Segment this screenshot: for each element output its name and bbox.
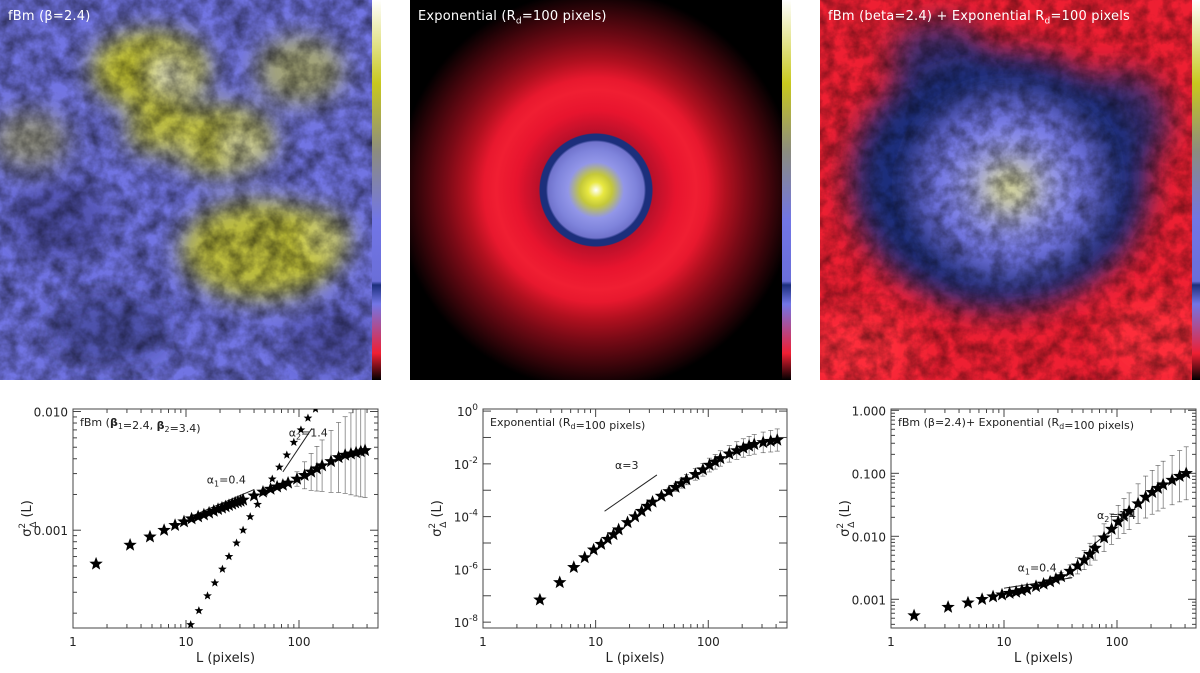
loglog-plot-1: 1 10 100 0.001 0.010 L (pixels) σ2Δ (L) fBm (β1…: [18, 398, 379, 666]
fbm-texture: [0, 0, 372, 380]
fbm-colorbar: [372, 0, 381, 380]
x-tick-label: 100: [1106, 635, 1129, 649]
data-point-star: [941, 600, 955, 613]
slope-guide-line: [282, 428, 313, 473]
plot-data-area: [907, 446, 1193, 622]
map-panel-fbm: fBm (β=2.4): [0, 0, 381, 380]
slope-guide-label: α2=1.4: [289, 426, 328, 441]
series-1: [907, 446, 1193, 622]
data-point-star: [275, 462, 284, 471]
x-axis-label: L (pixels): [196, 651, 255, 666]
y-tick-label: 0.100: [852, 467, 886, 481]
structure-function-plots: 1 10 100 0.001 0.010 L (pixels) σ2Δ (L) fBm (β1…: [18, 398, 1197, 666]
x-tick-label: 100: [697, 635, 720, 649]
y-tick-label: 10-8: [454, 614, 479, 630]
y-tick-label: 100: [457, 403, 478, 419]
data-point-star: [303, 413, 313, 422]
exponential-colorbar: [782, 0, 791, 380]
plot-frame: [890, 408, 1197, 629]
plot-data-area: [89, 398, 372, 628]
data-point-star: [533, 592, 547, 606]
y-tick-label: 1.000: [852, 404, 886, 418]
combined-map-title: fBm (beta=2.4) + Exponential Rd=100 pixe…: [828, 9, 1131, 27]
data-point-star: [194, 606, 204, 615]
data-point-star: [203, 591, 212, 600]
fbm-map-image: fBm (β=2.4): [0, 0, 372, 380]
data-point-star: [186, 620, 196, 628]
x-tick-label: 10: [996, 635, 1011, 649]
data-point-star: [210, 578, 220, 587]
x-tick-label: 10: [588, 635, 603, 649]
y-axis-label: σ2Δ (L): [428, 500, 449, 537]
plot-annotation: Exponential (Rd=100 pixels): [490, 416, 645, 432]
data-point-star: [567, 560, 581, 573]
data-point-star: [143, 529, 157, 543]
plot-frame: [72, 408, 379, 629]
combined-map-image: fBm (beta=2.4) + Exponential Rd=100 pixe…: [820, 0, 1192, 380]
data-point-star: [157, 523, 171, 536]
x-tick-label: 10: [178, 635, 193, 649]
loglog-plot-3: 1 10 100 0.001 0.010 0.100 1.000 L (pixels) σ2Δ …: [836, 404, 1197, 666]
data-point-star: [238, 525, 248, 534]
y-tick-label: 0.001: [852, 593, 886, 607]
data-point-star: [553, 575, 567, 589]
series-1: [533, 428, 784, 606]
combined-colorbar: [1192, 0, 1200, 380]
x-axis-label: L (pixels): [605, 651, 664, 666]
data-point-star: [318, 398, 327, 406]
x-tick-label: 1: [69, 635, 77, 649]
data-point-star: [89, 556, 103, 570]
fbm-map-title: fBm (β=2.4): [8, 9, 91, 24]
data-point-star: [907, 608, 921, 622]
combined-texture: [820, 0, 1192, 380]
y-tick-label: 0.010: [852, 530, 886, 544]
y-tick-label: 0.001: [34, 524, 68, 538]
plot-data-area: [533, 428, 784, 606]
data-point-star: [267, 474, 277, 483]
data-point-star: [578, 550, 592, 564]
data-point-star: [224, 551, 234, 561]
data-point-star: [232, 538, 241, 547]
y-tick-label: 10-4: [454, 509, 479, 525]
y-axis-label: σ2Δ (L): [836, 500, 857, 537]
exponential-map-image: Exponential (Rd=100 pixels): [410, 0, 782, 380]
data-point-star: [961, 595, 975, 609]
y-tick-label: 10-6: [454, 561, 479, 577]
x-tick-label: 1: [479, 635, 487, 649]
slope-guide-label: α1=0.4: [1018, 562, 1057, 577]
data-point-star: [975, 592, 989, 605]
data-point-star: [986, 589, 1000, 603]
map-panel-exponential: Exponential (Rd=100 pixels): [410, 0, 791, 380]
y-axis-label: σ2Δ (L): [18, 500, 39, 537]
map-panel-combined: fBm (beta=2.4) + Exponential Rd=100 pixe…: [820, 0, 1200, 380]
slope-guide-label: α2=1.4: [1097, 509, 1136, 524]
exponential-map-title: Exponential (Rd=100 pixels): [418, 9, 607, 27]
data-point-star: [123, 538, 137, 551]
loglog-plot-2: 1 10 100 10-8 10-6 10-4 10-2 100 L (pixels) σ2Δ (…: [428, 403, 788, 666]
plot-frame: [482, 408, 788, 629]
data-point-star: [253, 499, 262, 509]
slope-guide-label: α1=0.4: [207, 474, 246, 489]
x-axis-label: L (pixels): [1014, 651, 1073, 666]
y-tick-label: 0.010: [34, 406, 68, 420]
slope-guide-label: α=3: [615, 459, 638, 472]
data-point-star: [218, 564, 227, 573]
x-tick-label: 100: [288, 635, 311, 649]
y-tick-label: 10-2: [454, 456, 478, 472]
plot-annotation: fBm (β=2.4)+ Exponential (Rd=100 pixels): [898, 416, 1134, 432]
series-1: [89, 409, 372, 570]
data-point-star: [282, 450, 292, 459]
data-point-star: [245, 512, 255, 521]
plot-annotation: fBm (β1=2.4, β2=3.4): [80, 416, 201, 435]
slope-guide-line: [604, 474, 658, 512]
x-tick-label: 1: [887, 635, 895, 649]
